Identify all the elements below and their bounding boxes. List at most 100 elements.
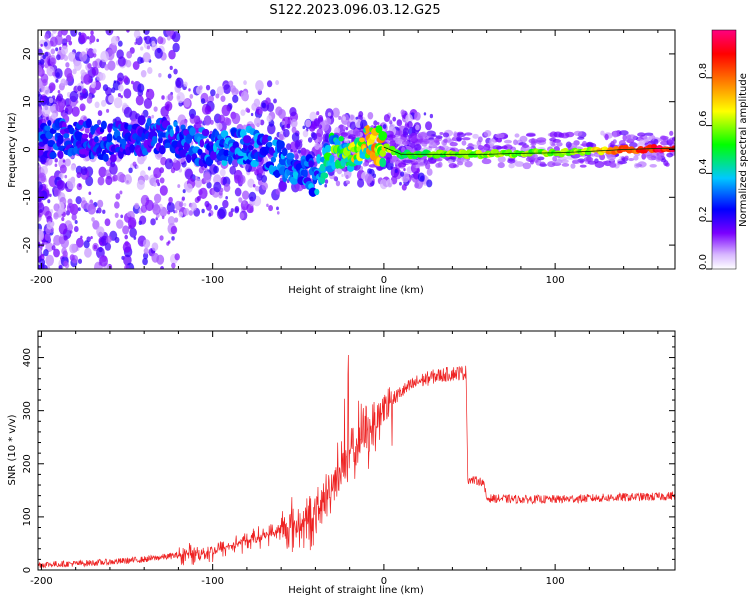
noise-blob [39,58,45,65]
ridge-mark [178,149,188,158]
noise-blob [174,253,180,261]
noise-blob [397,130,403,136]
noise-blob [203,115,212,126]
noise-blob [144,35,152,45]
noise-blob [343,125,347,130]
noise-blob [109,163,118,175]
noise-blob [155,179,160,184]
noise-blob [203,173,212,184]
noise-blob [73,226,79,233]
noise-blob [283,128,290,138]
noise-blob [496,146,504,150]
spectrogram-ytick-label: -10 [22,189,33,205]
ridge-mark [81,133,89,139]
noise-blob [641,153,647,160]
noise-blob [666,152,674,158]
noise-blob [223,183,231,193]
noise-blob [44,233,51,241]
noise-blob [87,203,96,215]
noise-blob [85,47,89,52]
noise-blob [343,137,350,144]
noise-blob [62,159,66,163]
noise-blob [507,158,516,164]
noise-blob [273,98,277,104]
noise-blob [530,159,535,165]
noise-blob [63,235,68,241]
noise-blob [100,99,107,107]
noise-blob [132,61,140,70]
noise-blob [204,105,212,115]
noise-blob [483,143,491,151]
noise-blob [153,106,158,112]
noise-blob [84,126,90,134]
noise-blob [497,156,506,163]
spectrogram-xtick-label: -200 [30,275,53,286]
noise-blob [266,80,273,88]
noise-blob [671,136,675,142]
noise-blob [453,131,458,139]
ridge-mark [378,130,388,141]
noise-blob [377,121,380,126]
noise-blob [51,245,56,251]
ridge-mark [47,139,56,146]
noise-blob [53,212,59,220]
noise-blob [79,51,88,62]
noise-blob [222,199,229,209]
noise-blob [122,75,129,83]
noise-blob [60,45,69,55]
colorbar-tick-label: 0.0 [698,254,709,270]
noise-blob [49,57,57,66]
noise-blob [167,210,171,215]
noise-blob [167,93,174,101]
noise-blob [55,78,59,83]
noise-blob [266,203,269,207]
noise-blob [327,112,332,117]
ridge-mark [227,155,233,165]
noise-blob [79,95,84,101]
snr-xtick-label: 0 [381,576,387,587]
noise-blob [172,42,180,53]
noise-blob [39,258,46,267]
noise-blob [113,97,123,109]
noise-blob [169,159,172,163]
noise-blob [448,162,457,169]
noise-blob [231,112,241,125]
noise-blob [61,216,65,222]
noise-blob [167,240,171,244]
noise-blob [40,156,46,163]
noise-blob [508,163,515,169]
noise-blob [425,121,433,131]
noise-blob [158,73,162,78]
noise-blob [69,243,77,254]
noise-blob [128,224,132,230]
snr-ytick-label: 0 [22,567,33,573]
noise-blob [43,249,49,257]
noise-blob [59,46,62,51]
ridge-mark [220,130,229,138]
noise-blob [395,138,404,145]
noise-blob [387,134,396,139]
noise-blob [48,97,54,104]
noise-blob [112,174,118,182]
noise-blob [255,185,260,192]
noise-blob [99,242,103,246]
noise-blob [600,130,605,136]
noise-blob [66,178,76,190]
noise-blob [78,183,82,188]
ridge-centerline [383,146,675,155]
noise-blob [265,97,271,105]
noise-blob [39,208,43,214]
noise-blob [45,254,55,266]
noise-blob [153,193,162,204]
noise-blob [77,85,82,92]
noise-blob [126,211,132,218]
noise-blob [604,133,609,141]
noise-blob [81,88,86,94]
noise-blob [247,178,255,188]
noise-blob [324,179,329,184]
noise-blob [132,161,137,167]
noise-blob [275,188,281,195]
noise-blob [129,227,137,238]
noise-blob [120,214,124,219]
noise-blob [213,204,218,211]
